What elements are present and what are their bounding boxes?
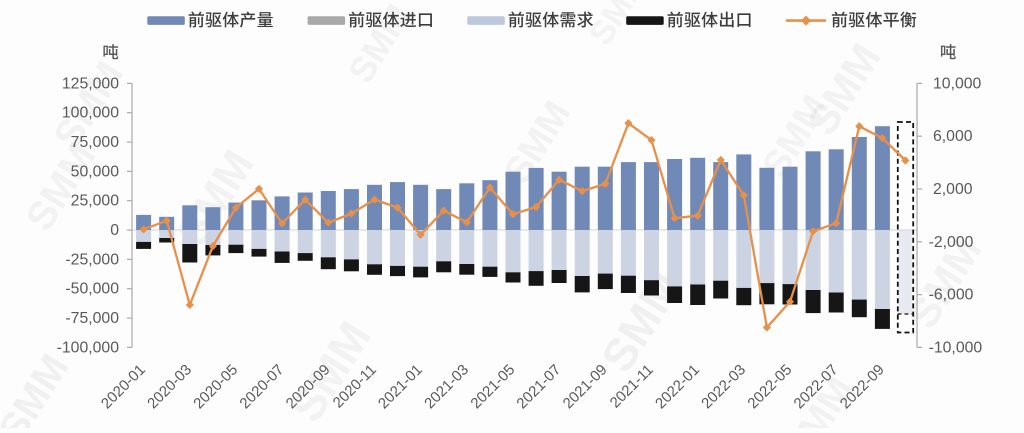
svg-text:100,000: 100,000 [62, 105, 119, 122]
svg-text:-75,000: -75,000 [65, 310, 119, 327]
svg-text:75,000: 75,000 [71, 134, 120, 151]
svg-text:-6,000: -6,000 [929, 287, 974, 304]
svg-text:10,000: 10,000 [933, 75, 982, 92]
svg-text:-100,000: -100,000 [57, 339, 120, 356]
svg-text:-50,000: -50,000 [65, 281, 119, 298]
svg-text:50,000: 50,000 [71, 163, 120, 180]
svg-text:2,000: 2,000 [933, 181, 973, 198]
svg-text:-2,000: -2,000 [929, 234, 974, 251]
svg-text:-10,000: -10,000 [929, 339, 983, 356]
svg-text:6,000: 6,000 [933, 128, 973, 145]
svg-text:125,000: 125,000 [62, 75, 119, 92]
svg-text:-25,000: -25,000 [65, 251, 119, 268]
svg-text:0: 0 [110, 222, 119, 239]
svg-text:25,000: 25,000 [71, 193, 120, 210]
